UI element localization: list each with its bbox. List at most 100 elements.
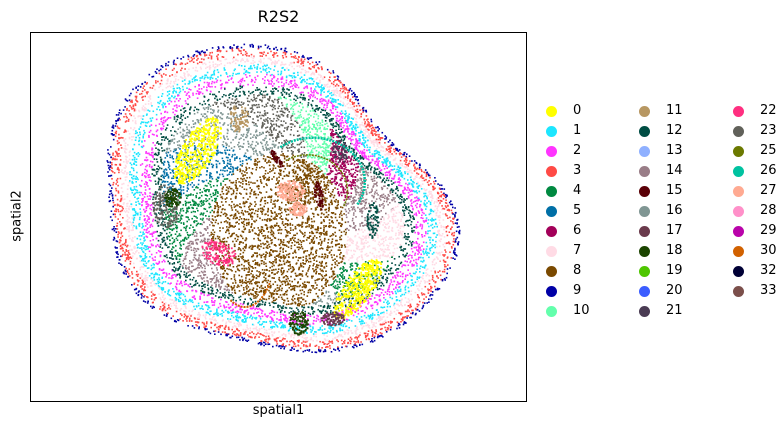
legend-item-29: 29	[733, 224, 777, 238]
legend-item-9: 9	[546, 284, 581, 298]
legend-item-15: 15	[639, 184, 683, 198]
legend-label: 3	[573, 163, 582, 178]
legend-label: 17	[666, 223, 683, 238]
legend-label: 1	[573, 123, 582, 138]
legend-marker	[546, 305, 557, 317]
legend-marker	[733, 165, 744, 177]
legend-item-25: 25	[733, 144, 777, 158]
legend-item-23: 23	[733, 124, 777, 138]
legend-marker	[546, 185, 557, 197]
legend-marker	[733, 245, 744, 257]
legend-label: 32	[760, 263, 777, 278]
legend-marker	[546, 105, 557, 117]
legend-label: 25	[760, 143, 777, 158]
legend-item-32: 32	[733, 264, 777, 278]
legend-item-17: 17	[639, 224, 683, 238]
legend-marker	[639, 305, 650, 317]
legend-label: 0	[573, 103, 582, 118]
legend-item-21: 21	[639, 304, 683, 318]
legend-label: 20	[666, 283, 683, 298]
legend-marker	[639, 205, 650, 217]
legend-item-13: 13	[639, 144, 683, 158]
legend-marker	[546, 125, 557, 137]
axes-frame	[30, 32, 527, 402]
legend-item-18: 18	[639, 244, 683, 258]
legend-marker	[733, 145, 744, 157]
legend-marker	[639, 225, 650, 237]
legend-item-30: 30	[733, 244, 777, 258]
legend-label: 2	[573, 143, 582, 158]
legend-item-16: 16	[639, 204, 683, 218]
legend-item-20: 20	[639, 284, 683, 298]
legend-label: 8	[573, 263, 582, 278]
legend-marker	[733, 285, 744, 297]
legend-marker	[733, 205, 744, 217]
legend-item-22: 22	[733, 104, 777, 118]
legend-label: 33	[760, 283, 777, 298]
legend-item-1: 1	[546, 124, 581, 138]
legend-marker	[639, 265, 650, 277]
legend-label: 10	[573, 303, 590, 318]
legend-label: 13	[666, 143, 683, 158]
y-axis-label: spatial2	[9, 190, 25, 242]
legend-marker	[639, 245, 650, 257]
legend-marker	[546, 265, 557, 277]
legend-marker	[733, 125, 744, 137]
chart-title: R2S2	[257, 7, 300, 26]
legend-item-11: 11	[639, 104, 683, 118]
legend-item-12: 12	[639, 124, 683, 138]
legend-label: 12	[666, 123, 683, 138]
legend-item-14: 14	[639, 164, 683, 178]
legend-label: 6	[573, 223, 582, 238]
legend-label: 27	[760, 183, 777, 198]
legend-item-28: 28	[733, 204, 777, 218]
legend-marker	[639, 145, 650, 157]
legend-marker	[639, 285, 650, 297]
legend-marker	[733, 185, 744, 197]
legend-label: 30	[760, 243, 777, 258]
legend-marker	[546, 225, 557, 237]
legend-label: 11	[666, 103, 683, 118]
legend-label: 4	[573, 183, 582, 198]
legend-marker	[733, 105, 744, 117]
legend-label: 29	[760, 223, 777, 238]
legend-item-26: 26	[733, 164, 777, 178]
legend-marker	[733, 265, 744, 277]
legend-item-27: 27	[733, 184, 777, 198]
legend-marker	[546, 145, 557, 157]
legend-label: 18	[666, 243, 683, 258]
legend-label: 15	[666, 183, 683, 198]
legend-marker	[639, 125, 650, 137]
legend-item-10: 10	[546, 304, 590, 318]
legend-item-19: 19	[639, 264, 683, 278]
legend-item-8: 8	[546, 264, 581, 278]
legend-marker	[733, 225, 744, 237]
legend-label: 21	[666, 303, 683, 318]
legend-label: 26	[760, 163, 777, 178]
legend-label: 7	[573, 243, 582, 258]
legend-marker	[546, 285, 557, 297]
legend-item-4: 4	[546, 184, 581, 198]
legend-label: 23	[760, 123, 777, 138]
legend-label: 14	[666, 163, 683, 178]
legend-label: 9	[573, 283, 582, 298]
legend-marker	[639, 165, 650, 177]
legend-label: 16	[666, 203, 683, 218]
legend-item-6: 6	[546, 224, 581, 238]
legend-label: 19	[666, 263, 683, 278]
legend-marker	[639, 185, 650, 197]
scatter-points	[106, 43, 461, 354]
legend-label: 5	[573, 203, 582, 218]
legend-marker	[639, 105, 650, 117]
legend-item-5: 5	[546, 204, 581, 218]
x-axis-label: spatial1	[252, 403, 305, 418]
legend-item-0: 0	[546, 104, 581, 118]
legend-item-2: 2	[546, 144, 581, 158]
legend-item-33: 33	[733, 284, 777, 298]
legend-marker	[546, 245, 557, 257]
legend-item-3: 3	[546, 164, 581, 178]
legend-marker	[546, 205, 557, 217]
legend-marker	[546, 165, 557, 177]
